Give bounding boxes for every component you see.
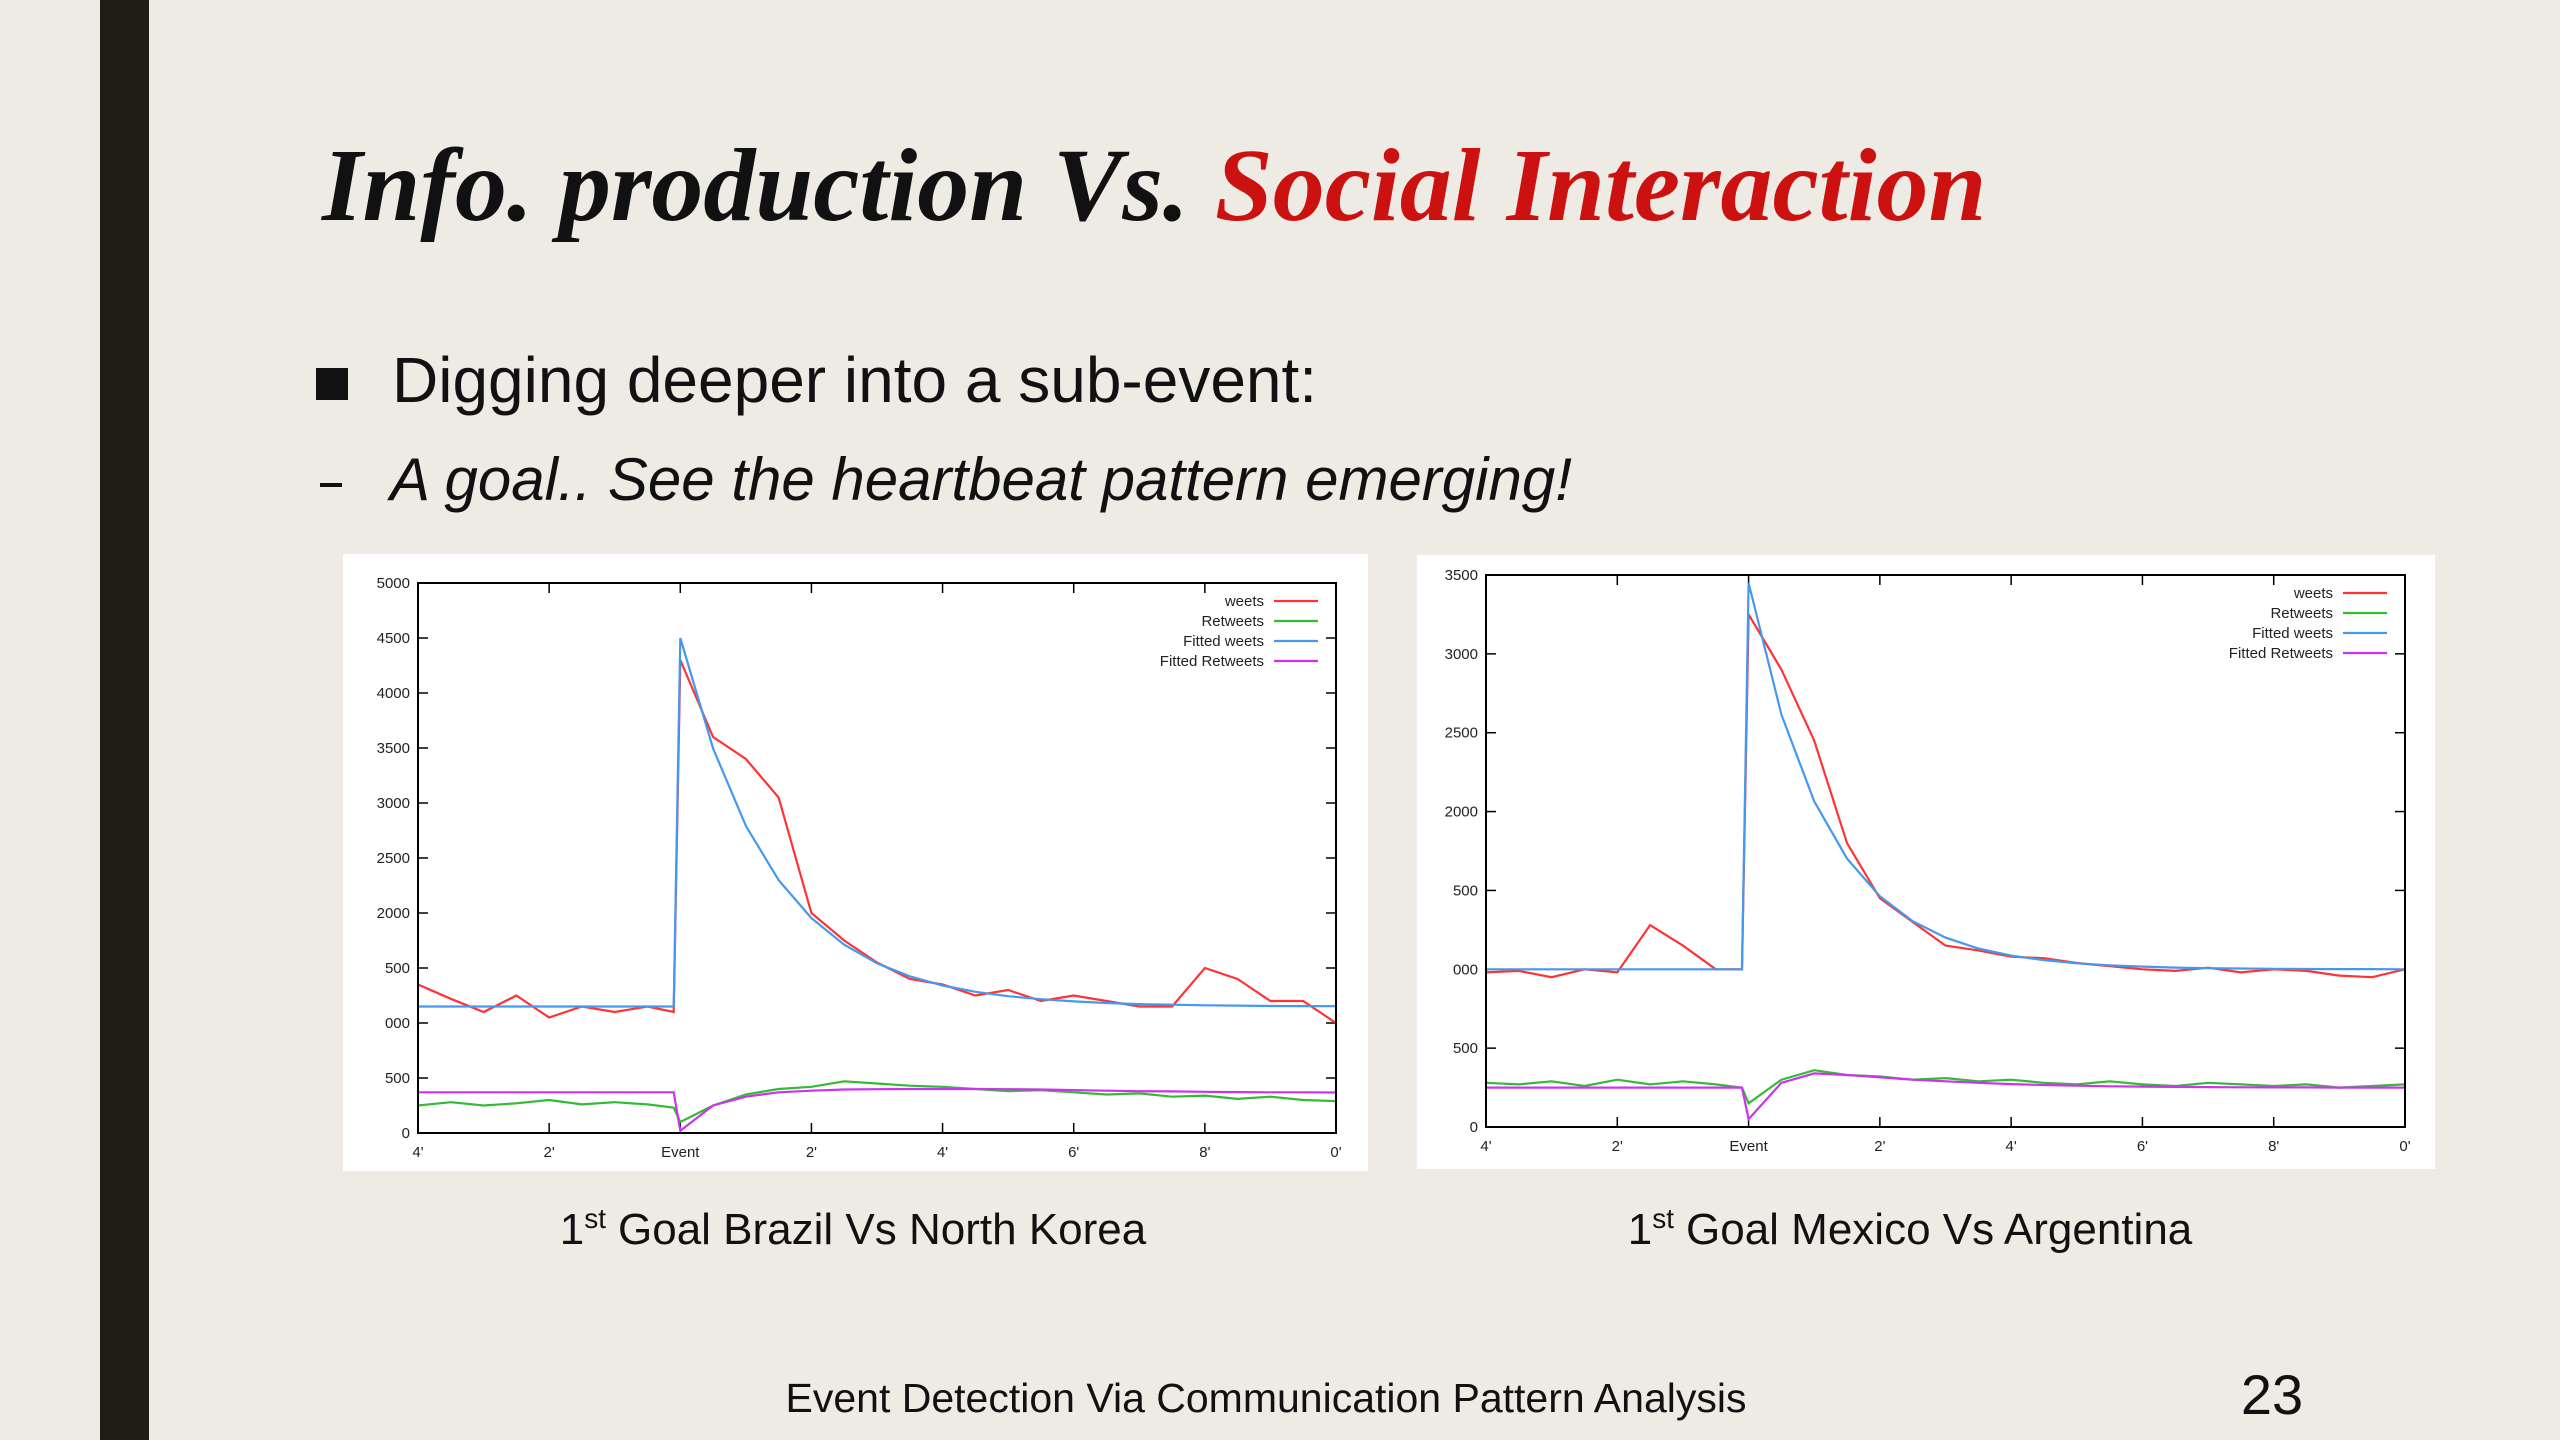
bullet-marker [316, 368, 348, 400]
x-tick-label: 2' [806, 1144, 817, 1161]
series-line [1486, 1072, 2405, 1122]
x-tick-label: 4' [1480, 1138, 1491, 1155]
legend-label: Retweets [2270, 605, 2333, 622]
plot-frame [1485, 574, 2406, 1128]
dash-marker [320, 483, 342, 487]
y-tick-label: 3000 [377, 795, 410, 812]
page-number: 23 [2241, 1363, 2303, 1426]
y-tick-label: 3500 [377, 740, 410, 757]
caption-ordinal: 1 [1628, 1205, 1652, 1254]
series-line [1486, 582, 2406, 971]
title-highlight: Social Interaction [1215, 128, 1986, 243]
series-line [417, 1080, 1337, 1124]
y-tick-label: 4500 [377, 630, 410, 647]
y-tick-label: 3000 [1445, 646, 1478, 663]
legend-label: Fitted weets [2252, 625, 2333, 642]
y-tick-label: 5000 [377, 575, 410, 592]
y-tick-label: 500 [1453, 1040, 1478, 1057]
slide-title: Info. production Vs. Social Interaction [320, 128, 1986, 243]
series-line [1485, 610, 2406, 979]
series-line [417, 659, 1337, 1024]
chart-background [343, 554, 1368, 1171]
caption-text: Goal Mexico Vs Argentina [1686, 1205, 2193, 1254]
caption-suffix: st [584, 1203, 606, 1234]
chart-background [1417, 555, 2435, 1169]
title-part: Info. production Vs. [320, 128, 1189, 243]
x-tick-label: 6' [2137, 1138, 2148, 1155]
y-tick-label: 2000 [377, 905, 410, 922]
legend-label: weets [1224, 593, 1264, 610]
x-tick-label: 2' [1874, 1138, 1885, 1155]
legend-label: weets [2293, 585, 2333, 602]
x-tick-label: 0' [1330, 1144, 1341, 1161]
x-tick-label: 2' [544, 1144, 555, 1161]
caption-text: Goal Brazil Vs North Korea [618, 1205, 1147, 1254]
series-line [418, 1087, 1337, 1133]
y-tick-label: 0 [402, 1125, 410, 1142]
chart: 0 500 000 500 2000 2500 3000 3500 4' 2' Event 2' 4' 6… [1417, 555, 2435, 1169]
y-tick-label: 000 [1453, 961, 1478, 978]
x-tick-label: 8' [2268, 1138, 2279, 1155]
x-tick-label: 4' [412, 1144, 423, 1161]
legend-label: Fitted Retweets [2229, 645, 2333, 662]
chart-caption: 1st Goal Brazil Vs North Korea [560, 1203, 1147, 1254]
y-tick-label: 2500 [377, 850, 410, 867]
side-bar [100, 0, 149, 1440]
plot-frame [417, 582, 1337, 1134]
x-tick-label: 4' [2006, 1138, 2017, 1155]
y-tick-label: 2000 [1445, 804, 1478, 821]
y-tick-label: 500 [385, 1070, 410, 1087]
footer: Event Detection Via Communication Patter… [786, 1375, 1747, 1421]
y-tick-label: 0 [1470, 1119, 1478, 1136]
series-line [1485, 1069, 2406, 1105]
caption-ordinal: 1 [560, 1205, 584, 1254]
y-tick-label: 000 [385, 1015, 410, 1032]
legend-label: Fitted weets [1183, 633, 1264, 650]
y-tick-label: 500 [1453, 882, 1478, 899]
x-tick-label: 4' [937, 1144, 948, 1161]
y-tick-label: 3500 [1445, 567, 1478, 584]
y-tick-label: 500 [385, 960, 410, 977]
chart-caption: 1st Goal Mexico Vs Argentina [1628, 1203, 2193, 1254]
caption-suffix: st [1652, 1203, 1674, 1234]
series-line [418, 637, 1337, 1008]
x-tick-label: 6' [1068, 1144, 1079, 1161]
x-tick-label: 0' [2399, 1138, 2410, 1155]
y-tick-label: 4000 [377, 685, 410, 702]
y-tick-label: 2500 [1445, 725, 1478, 742]
bullet-text: Digging deeper into a sub-event: [392, 344, 1317, 416]
x-tick-label: Event [661, 1144, 700, 1161]
legend-label: Retweets [1201, 613, 1264, 630]
sub-bullet-text: A goal.. See the heartbeat pattern emerg… [387, 446, 1572, 513]
legend-label: Fitted Retweets [1160, 653, 1264, 670]
x-tick-label: 2' [1612, 1138, 1623, 1155]
chart: 0 500 000 500 2000 2500 3000 3500 4000 4500 5000 4'… [343, 554, 1368, 1171]
x-tick-label: 8' [1199, 1144, 1210, 1161]
x-tick-label: Event [1729, 1138, 1768, 1155]
